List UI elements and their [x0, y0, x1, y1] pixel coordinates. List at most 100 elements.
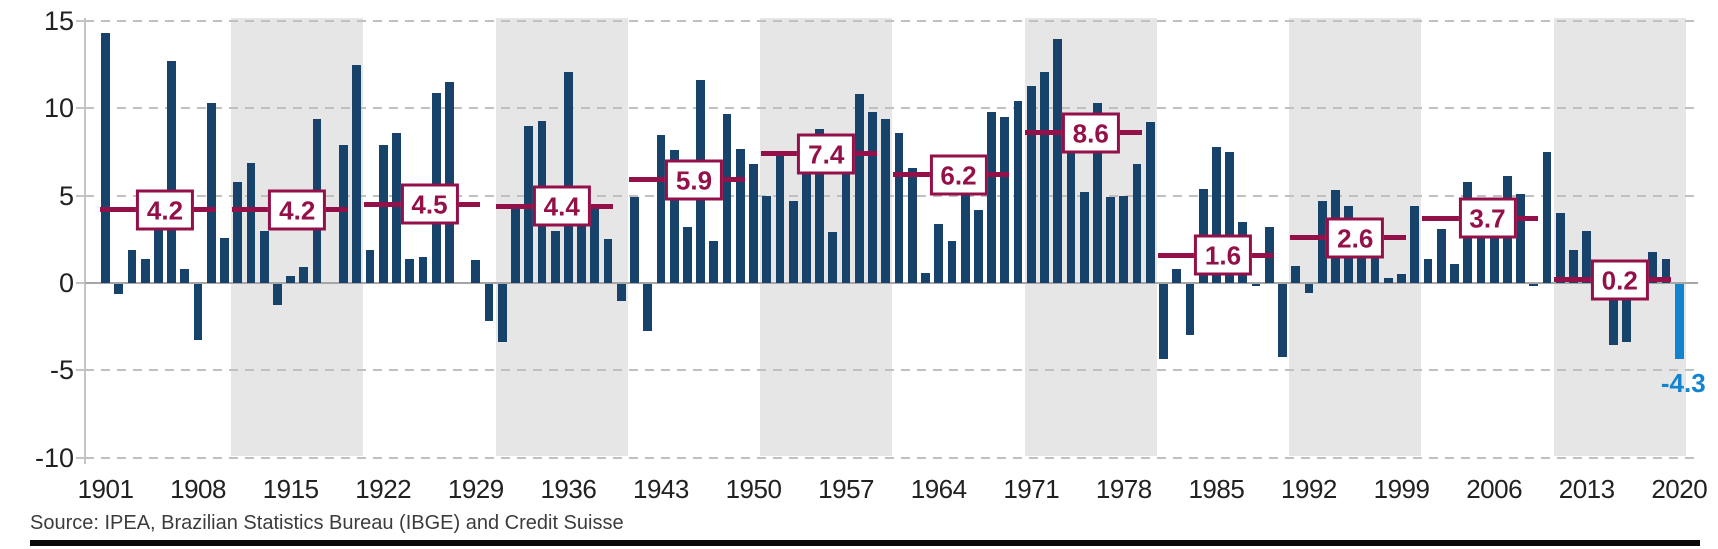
gdp-bar-1923	[392, 132, 401, 283]
year-tick-label: 2006	[1466, 474, 1523, 504]
gdp-bar-1990	[1278, 284, 1287, 358]
decade-average-label: 0.2	[1590, 259, 1649, 300]
gdp-bar-1929	[471, 260, 481, 283]
gdp-bar-1982	[1172, 269, 1182, 283]
gdp-bar-2005	[1476, 227, 1486, 283]
decade-average-label: 6.2	[929, 154, 988, 196]
gdp-bar-1975	[1079, 192, 1089, 283]
gdp-bar-2011	[1555, 213, 1565, 283]
gdp-bar-1977	[1106, 197, 1115, 283]
gdp-bar-1980	[1145, 122, 1155, 283]
gdp-bar-1965	[947, 241, 957, 283]
gdp-bar-1962	[907, 167, 917, 283]
year-tick-label: 1950	[725, 474, 782, 504]
decade-average-label: 4.2	[135, 189, 195, 231]
gdp-bar-1942	[643, 284, 653, 332]
y-axis-tick	[76, 20, 85, 23]
gdp-bar-2013	[1582, 230, 1592, 283]
gdp-bar-1958	[854, 94, 864, 283]
source-text: Source: IPEA, Brazilian Statistics Burea…	[30, 512, 624, 534]
gdp-bar-2019	[1661, 258, 1671, 283]
gdp-bar-1960	[881, 118, 891, 283]
gdp-bar-1907	[180, 269, 190, 283]
year-tick-label: 1992	[1281, 474, 1337, 504]
gdp-bar-2006	[1489, 213, 1499, 283]
gdp-bar-1938	[590, 204, 600, 283]
zero-line	[85, 282, 1698, 284]
decade-average-label: 1.6	[1193, 234, 1253, 276]
gdp-bar-1979	[1132, 164, 1142, 283]
gdp-bar-1925	[418, 256, 428, 283]
gdp-bar-2010	[1542, 152, 1552, 283]
y-axis-tick	[76, 369, 85, 372]
gdp-bar-1952	[775, 155, 785, 283]
gdp-bar-1919	[339, 145, 348, 283]
gridline	[85, 20, 1698, 23]
decade-average-label: 4.4	[532, 185, 591, 227]
gdp-bar-1988	[1251, 284, 1261, 286]
gdp-bar-1902	[114, 284, 124, 295]
year-tick-label: 1936	[540, 474, 597, 504]
gdp-bar-2015	[1608, 284, 1618, 346]
gdp-bar-1948	[722, 113, 732, 283]
gridline	[85, 456, 1698, 459]
value-label-2020: -4.3	[1660, 368, 1706, 399]
gdp-bar-1943	[656, 134, 666, 283]
gdp-bar-1908	[193, 284, 203, 340]
decade-average-label: 7.4	[797, 133, 856, 175]
y-axis-label: -5	[49, 355, 74, 386]
y-axis-tick	[76, 107, 85, 110]
gdp-bar-1936	[563, 71, 573, 283]
gdp-bar-1927	[444, 82, 454, 283]
decade-average-label: 4.5	[400, 183, 459, 225]
year-tick-label: 1985	[1188, 474, 1245, 504]
decade-average-label: 2.6	[1326, 217, 1385, 259]
gdp-bar-1941	[630, 197, 639, 283]
y-axis-label: 0	[58, 268, 74, 298]
gdp-bar-1967	[973, 209, 983, 283]
recession-band	[1553, 18, 1686, 456]
gdp-bar-1966	[960, 166, 970, 283]
gdp-bar-1951	[762, 195, 772, 283]
gdp-bar-1904	[140, 258, 150, 283]
gridline	[85, 369, 1698, 372]
gdp-bar-1972	[1040, 71, 1049, 283]
gdp-bar-1906	[167, 61, 177, 283]
y-axis-label: 15	[43, 6, 74, 37]
gdp-bar-1940	[616, 284, 626, 302]
gdp-bar-1935	[550, 230, 560, 283]
gdp-bar-2020	[1674, 284, 1684, 360]
gdp-bar-1924	[405, 258, 415, 283]
gdp-bar-1955	[815, 129, 825, 283]
gdp-bar-1950	[749, 164, 758, 283]
year-tick-label: 1908	[170, 474, 226, 504]
gridline	[85, 107, 1698, 110]
gdp-bar-1978	[1119, 195, 1129, 283]
gdp-bar-1937	[577, 202, 586, 283]
gdp-bar-1971	[1026, 85, 1036, 283]
y-axis-tick	[76, 282, 85, 284]
y-axis-label: -10	[34, 442, 74, 473]
year-tick-label: 1957	[818, 474, 875, 504]
gdp-bar-1939	[603, 239, 613, 283]
year-tick-label: 2013	[1558, 474, 1615, 504]
gdp-bar-1973	[1053, 38, 1063, 283]
gdp-bar-1996	[1357, 244, 1367, 283]
gdp-bar-1915	[286, 276, 296, 283]
gdp-bar-1963	[921, 272, 930, 283]
y-axis-label: 10	[43, 93, 74, 124]
gdp-bar-1910	[220, 237, 229, 283]
gdp-bar-1922	[378, 145, 388, 283]
gdp-bar-1949	[735, 148, 745, 283]
gridline	[85, 194, 1698, 197]
gdp-bar-1954	[802, 146, 811, 283]
gdp-bar-2009	[1529, 284, 1539, 286]
gdp-bar-1944	[669, 150, 679, 283]
gdp-bar-2016	[1621, 284, 1631, 342]
gdp-bar-1921	[365, 249, 375, 283]
gdp-bar-1912	[246, 162, 256, 283]
gdp-bar-1916	[299, 267, 309, 283]
year-tick-label: 1901	[77, 474, 134, 504]
gdp-bar-2018	[1648, 251, 1658, 283]
